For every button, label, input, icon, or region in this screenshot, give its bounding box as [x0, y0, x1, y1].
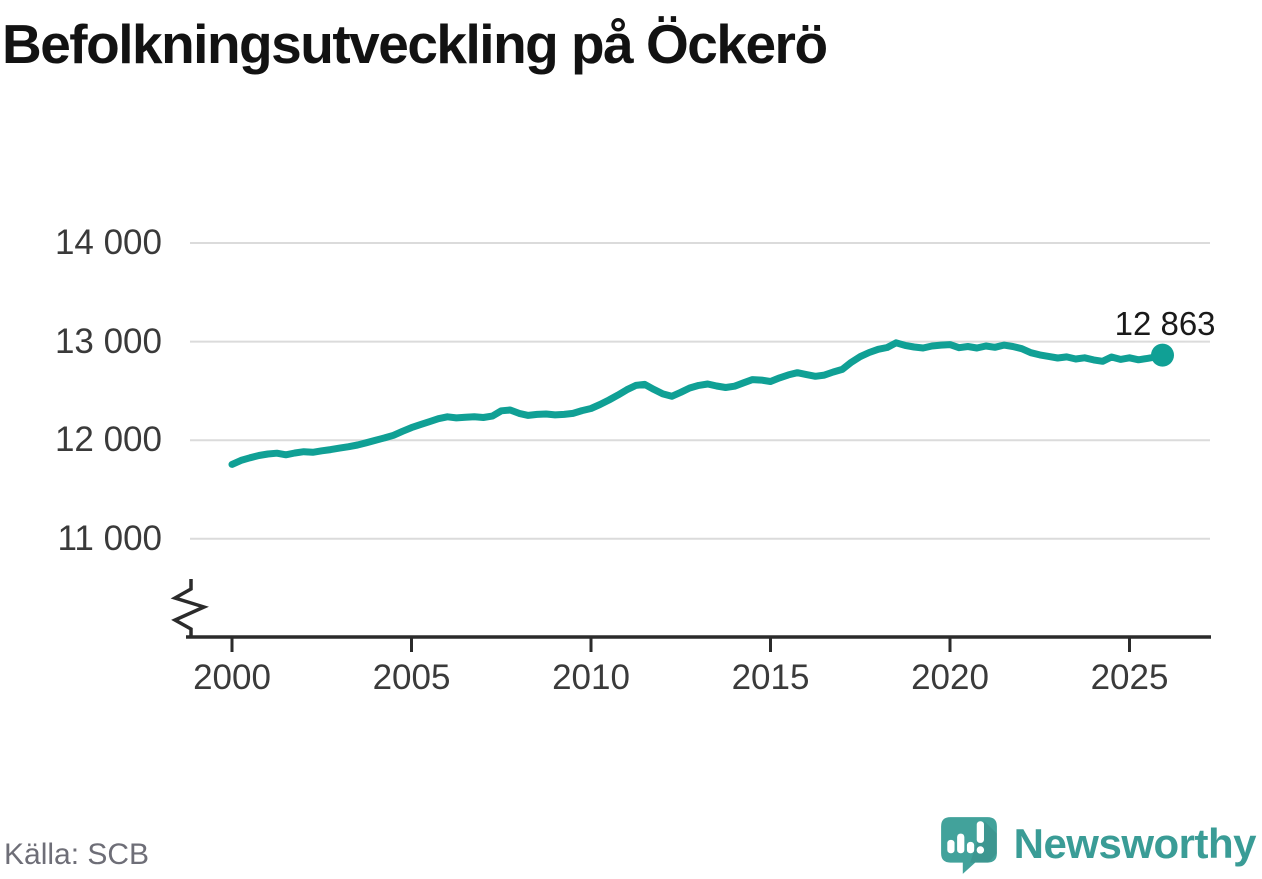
- x-tick-label: 2010: [552, 658, 630, 697]
- y-tick-label: 12 000: [54, 420, 162, 460]
- x-tick-label: 2025: [1090, 658, 1169, 697]
- bar-3: [966, 841, 974, 854]
- y-tick-label: 13 000: [54, 321, 162, 361]
- source-note: Källa: SCB: [4, 838, 150, 871]
- newsworthy-wordmark: Newsworthy: [1013, 820, 1257, 867]
- bar-2: [956, 833, 964, 854]
- axis-break-symbol: [170, 579, 209, 636]
- newsworthy-logo: Newsworthy: [938, 814, 1257, 878]
- exclamation-bar: [976, 821, 984, 843]
- x-tick-label: 2000: [193, 658, 271, 697]
- newsworthy-speech-bubble-chart-icon: [940, 817, 997, 874]
- icon-shadow: [969, 821, 997, 863]
- latest-value-label: 12 863: [1114, 305, 1216, 343]
- latest-value-dot: [1151, 343, 1174, 367]
- x-tick-label: 2005: [372, 658, 451, 697]
- y-tick-label: 11 000: [57, 518, 162, 558]
- x-tick-label: 2015: [731, 658, 810, 697]
- y-tick-label: 14 000: [54, 223, 162, 262]
- bar-1: [946, 839, 955, 854]
- x-tick-label: 2020: [911, 658, 989, 697]
- population-line: [228, 339, 1166, 468]
- exclamation-dot: [976, 846, 984, 854]
- chart-title: Befolkningsutveckling på Öckerö: [2, 13, 828, 75]
